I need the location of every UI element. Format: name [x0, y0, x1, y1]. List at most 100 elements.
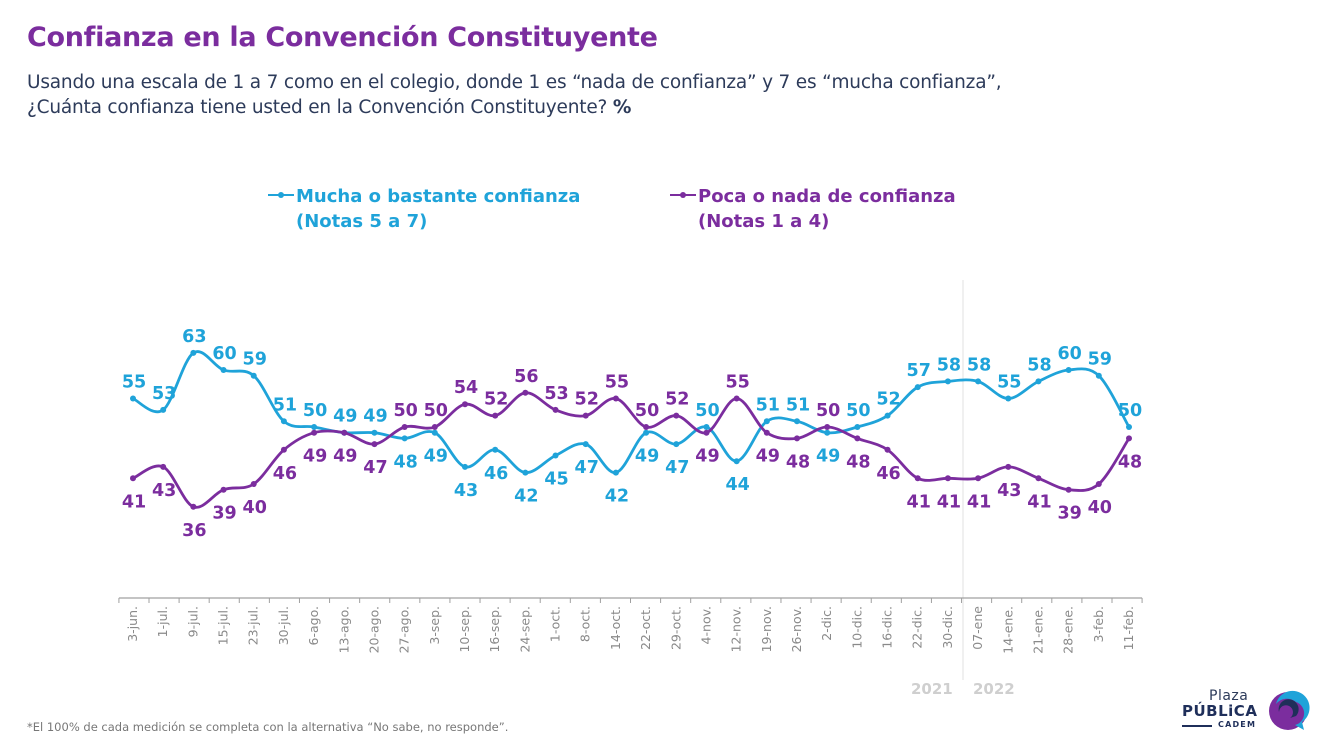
data-label-poca-confianza: 49 — [756, 447, 780, 467]
x-tick-label: 10-sep. — [457, 606, 472, 653]
data-point-mucha-confianza — [914, 384, 921, 391]
data-point-mucha-confianza — [884, 412, 891, 419]
legend-line-marker-purple — [670, 192, 696, 198]
data-point-poca-confianza — [1005, 463, 1012, 470]
data-point-poca-confianza — [612, 395, 619, 402]
data-point-mucha-confianza — [582, 441, 589, 448]
data-point-poca-confianza — [643, 424, 650, 430]
data-label-poca-confianza: 46 — [273, 464, 297, 484]
year-label-2021: 2021 — [911, 680, 953, 698]
data-label-poca-confianza: 49 — [333, 447, 357, 467]
data-label-poca-confianza: 41 — [122, 492, 146, 512]
data-point-poca-confianza — [130, 475, 136, 482]
data-point-mucha-confianza — [492, 446, 499, 453]
data-label-mucha-confianza: 42 — [514, 487, 538, 507]
data-point-mucha-confianza — [763, 418, 770, 425]
data-label-mucha-confianza: 50 — [846, 401, 870, 421]
x-tick-label: 9-jul. — [185, 606, 200, 637]
data-point-poca-confianza — [250, 481, 257, 487]
subtitle-line-2: ¿Cuánta confianza tiene usted en la Conv… — [27, 95, 1001, 120]
x-tick-label: 1-jul. — [155, 606, 170, 637]
data-point-poca-confianza — [944, 475, 951, 482]
year-label-2022: 2022 — [973, 680, 1015, 698]
data-label-mucha-confianza: 60 — [1057, 344, 1081, 364]
data-label-poca-confianza: 49 — [695, 447, 719, 467]
x-tick-label: 22-oct. — [638, 606, 653, 650]
logo-text-publica: PÚBLiCA — [1182, 702, 1258, 720]
data-label-poca-confianza: 55 — [605, 373, 629, 393]
x-tick-label: 12-nov. — [729, 606, 744, 652]
series-line-mucha-confianza — [132, 350, 1131, 474]
legend-label-blue: Mucha o bastante confianza — [296, 186, 581, 207]
data-point-mucha-confianza — [401, 435, 408, 442]
data-point-mucha-confianza — [975, 378, 982, 385]
data-point-poca-confianza — [190, 503, 197, 510]
x-tick-label: 1-oct. — [548, 606, 563, 642]
data-label-mucha-confianza: 59 — [243, 350, 267, 370]
data-point-mucha-confianza — [311, 424, 318, 430]
x-tick-label: 4-nov. — [698, 606, 713, 644]
legend-label-purple: Poca o nada de confianza — [698, 186, 956, 207]
x-tick-label: 11-feb. — [1121, 606, 1136, 650]
data-label-mucha-confianza: 51 — [756, 395, 780, 415]
data-label-poca-confianza: 52 — [665, 390, 689, 410]
x-tick-label: 14-oct. — [608, 606, 623, 650]
data-point-mucha-confianza — [431, 429, 438, 436]
data-point-mucha-confianza — [703, 424, 710, 430]
legend-sublabel-blue: (Notas 5 a 7) — [296, 211, 428, 232]
data-label-mucha-confianza: 42 — [605, 487, 629, 507]
data-point-poca-confianza — [492, 412, 499, 419]
data-label-poca-confianza: 40 — [1088, 498, 1112, 518]
x-tick-label: 30-dic. — [940, 606, 955, 649]
series-layer — [130, 349, 1132, 510]
data-label-poca-confianza: 36 — [182, 521, 206, 541]
data-point-mucha-confianza — [854, 424, 861, 430]
x-tick-label: 29-oct. — [668, 606, 683, 650]
data-label-mucha-confianza: 49 — [424, 447, 448, 467]
data-point-poca-confianza — [703, 429, 710, 436]
data-label-poca-confianza: 39 — [1057, 504, 1081, 524]
data-point-mucha-confianza — [462, 463, 468, 470]
data-label-mucha-confianza: 46 — [484, 464, 508, 484]
x-tick-label: 28-ene. — [1061, 606, 1076, 654]
x-tick-label: 20-ago. — [366, 606, 381, 653]
chart-title: Confianza en la Convención Constituyente — [27, 22, 658, 53]
x-tick-label: 14-ene. — [1000, 606, 1015, 654]
data-label-mucha-confianza: 50 — [695, 401, 719, 421]
data-point-poca-confianza — [673, 412, 680, 419]
data-point-poca-confianza — [1035, 475, 1042, 482]
data-label-poca-confianza: 56 — [514, 367, 538, 387]
data-label-poca-confianza: 50 — [816, 401, 840, 421]
data-point-poca-confianza — [1065, 486, 1072, 493]
data-point-mucha-confianza — [190, 349, 197, 356]
data-point-mucha-confianza — [794, 418, 800, 425]
x-tick-label: 13-ago. — [336, 606, 351, 653]
data-point-mucha-confianza — [612, 469, 619, 476]
data-label-poca-confianza: 39 — [212, 504, 236, 524]
data-point-poca-confianza — [462, 401, 468, 408]
data-label-poca-confianza: 41 — [1027, 492, 1051, 512]
x-tick-label: 2-dic. — [819, 606, 834, 641]
data-label-poca-confianza: 52 — [484, 390, 508, 410]
x-tick-label: 3-jun. — [125, 606, 140, 642]
data-point-mucha-confianza — [733, 458, 740, 465]
data-label-poca-confianza: 41 — [907, 492, 931, 512]
data-point-poca-confianza — [220, 486, 227, 493]
x-tick-label: 3-sep. — [427, 606, 442, 645]
x-tick-label: 19-nov. — [759, 606, 774, 652]
data-label-poca-confianza: 55 — [725, 373, 749, 393]
logo-underline — [1182, 725, 1212, 727]
data-point-poca-confianza — [1126, 435, 1132, 442]
data-label-poca-confianza: 54 — [454, 378, 478, 398]
data-point-poca-confianza — [280, 446, 287, 453]
data-label-mucha-confianza: 45 — [544, 470, 568, 490]
data-point-poca-confianza — [431, 424, 438, 430]
data-label-mucha-confianza: 50 — [303, 401, 327, 421]
x-tick-label: 8-oct. — [578, 606, 593, 642]
data-point-poca-confianza — [341, 429, 348, 436]
data-point-mucha-confianza — [643, 429, 650, 436]
legend-line-marker-blue — [268, 192, 294, 198]
data-point-poca-confianza — [160, 463, 167, 470]
plaza-publica-cadem-logo: Plaza PÚBLiCA CADEM — [1180, 688, 1310, 738]
data-label-mucha-confianza: 50 — [1118, 401, 1142, 421]
